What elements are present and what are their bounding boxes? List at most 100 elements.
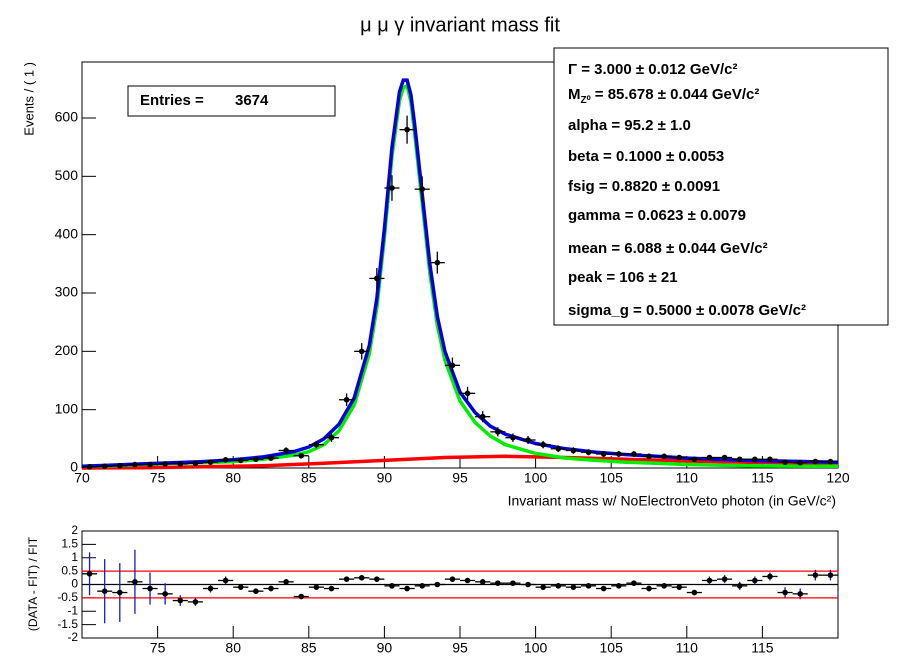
data-point (812, 458, 819, 465)
y-tick-label: 0 (70, 459, 78, 475)
data-point (162, 591, 168, 597)
data-point (464, 390, 471, 397)
data-point (736, 456, 743, 463)
data-point (117, 589, 123, 596)
data-point (540, 584, 546, 590)
data-point (797, 459, 803, 466)
data-point (298, 593, 305, 600)
data-point (328, 434, 335, 441)
data-point (525, 581, 531, 588)
data-point (752, 456, 758, 463)
x-tick-label: 95 (452, 470, 468, 486)
y-axis-label: (DATA - FIT) / FIT (26, 536, 40, 631)
y-tick-label: -1.5 (57, 617, 78, 631)
y-tick-label: 0 (71, 577, 78, 591)
stat-label: peak (568, 269, 603, 286)
stat-label: sigma_g (568, 302, 629, 319)
stat-line: gamma = 0.0623 ± 0.0079 (568, 207, 746, 224)
stat-line: beta = 0.1000 ± 0.0053 (568, 148, 724, 165)
data-point (177, 461, 184, 467)
x-tick-label: 100 (524, 470, 548, 486)
data-point (343, 396, 350, 403)
stat-value: = 0.0623 ± 0.0079 (621, 207, 746, 224)
y-tick-label: 200 (55, 342, 79, 358)
data-point (600, 451, 607, 457)
data-point (615, 451, 622, 457)
x-tick-label: 90 (377, 470, 393, 486)
plots: 70 75 80 85 90 95 100 105 110 115 1200100200300400… (55, 61, 850, 656)
data-point (222, 457, 229, 463)
data-point (767, 573, 773, 580)
data-point (374, 275, 380, 282)
y-axis-label: Events / ( 1 ) (21, 62, 36, 136)
data-point (132, 461, 138, 468)
stat-label: fsig (568, 178, 595, 195)
data-point (706, 454, 713, 461)
data-point (767, 456, 773, 463)
stat-label: Γ (568, 61, 577, 78)
y-tick-label: 400 (55, 225, 79, 241)
entries-value: 3674 (235, 92, 269, 109)
data-point (782, 459, 788, 465)
data-point (706, 577, 713, 584)
y-tick-label: 100 (55, 400, 79, 416)
x-tick-label: 85 (301, 470, 317, 486)
entries-box (127, 85, 336, 117)
data-point (177, 597, 184, 604)
data-point (600, 585, 607, 592)
data-point (298, 452, 305, 459)
y-tick-label: 1.5 (61, 537, 78, 551)
data-point (313, 441, 320, 448)
data-point (207, 585, 214, 592)
data-point (721, 454, 728, 461)
x-tick-label: 110 (676, 640, 699, 656)
stat-line: Γ = 3.000 ± 0.012 GeV/c² (568, 61, 737, 78)
x-tick-label: 90 (377, 640, 393, 656)
stat-subscript: Z⁰ (581, 95, 591, 106)
x-tick-label: 120 (826, 470, 850, 486)
data-point (510, 580, 516, 586)
stat-label: M (568, 86, 581, 103)
data-point (374, 576, 380, 582)
data-point (207, 459, 214, 465)
data-point (646, 585, 652, 592)
stat-value: = 0.8820 ± 0.0091 (595, 178, 720, 195)
x-tick-label: 85 (301, 640, 317, 656)
x-tick-label: 115 (751, 470, 774, 486)
data-point (268, 585, 274, 592)
stat-value: = 0.5000 ± 0.0078 GeV/c² (629, 302, 806, 319)
x-tick-label: 75 (150, 640, 166, 656)
stats-box (553, 47, 889, 326)
data-point (343, 576, 350, 582)
stat-line: MZ⁰ = 85.678 ± 0.044 GeV/c² (568, 86, 759, 106)
y-tick-label: -1 (67, 603, 78, 617)
data-point (419, 186, 426, 192)
data-point (570, 584, 577, 590)
data-point (268, 455, 274, 461)
data-point (434, 259, 441, 266)
data-point (101, 588, 108, 594)
y-tick-label: -0.5 (57, 590, 78, 604)
fit-curve (81, 78, 839, 469)
data-point (328, 585, 335, 592)
data-point (797, 591, 803, 597)
data-point (117, 462, 123, 469)
data-point (631, 451, 637, 457)
data-point (253, 588, 259, 594)
data-point (691, 456, 698, 463)
data-point (132, 579, 138, 585)
data-point (237, 457, 244, 464)
data-point (86, 464, 93, 470)
data-point (358, 575, 365, 581)
stat-value: = 85.678 ± 0.044 GeV/c² (591, 86, 760, 103)
x-tick-label: 75 (150, 470, 166, 486)
stat-value: = 6.088 ± 0.044 GeV/c² (607, 240, 767, 257)
data-point (479, 579, 486, 585)
y-tick-label: 1 (71, 550, 78, 564)
data-point (570, 447, 577, 454)
y-tick-label: 500 (55, 167, 79, 183)
data-point (495, 580, 501, 586)
x-tick-label: 110 (676, 470, 699, 486)
data-point (691, 589, 698, 596)
data-point (389, 583, 395, 589)
